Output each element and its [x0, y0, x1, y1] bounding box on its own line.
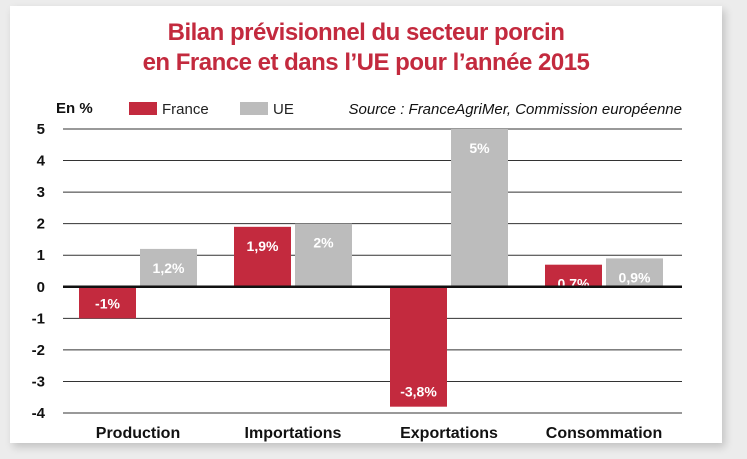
y-tick-label: -2 — [32, 342, 45, 359]
bar-france-consommation — [545, 264, 602, 287]
gridlines — [63, 128, 682, 414]
y-tick-label: -4 — [32, 405, 46, 422]
bar-france-exportations — [390, 286, 447, 407]
y-tick-label: 2 — [37, 216, 45, 233]
legend: France UE — [129, 101, 294, 118]
legend-label-ue: UE — [273, 101, 294, 118]
bar-ue-importations — [295, 223, 352, 287]
legend-label-france: France — [162, 101, 209, 118]
y-axis-ticks: 5 4 3 2 1 0 -1 -2 -3 -4 — [32, 121, 46, 422]
legend-swatch-ue — [240, 102, 268, 115]
data-labels: -1% 1,2% 1,9% 2% -3,8% 5% 0,7% 0,9% — [95, 140, 651, 400]
bar-france-importations — [234, 226, 291, 287]
y-tick-label: 0 — [37, 279, 45, 296]
chart-title-line-1: Bilan prévisionnel du secteur porcin — [167, 19, 565, 46]
x-category-label: Importations — [245, 425, 342, 442]
data-label: 0,9% — [619, 269, 651, 285]
y-tick-label: 5 — [37, 121, 45, 138]
bar-ue-consommation — [606, 258, 663, 287]
bar-ue-production — [140, 248, 197, 287]
data-label: -1% — [95, 295, 120, 311]
y-tick-label: 4 — [37, 153, 46, 170]
x-category-label: Consommation — [546, 425, 662, 442]
bars — [79, 129, 663, 407]
source-note: Source : FranceAgriMer, Commission europ… — [349, 101, 683, 118]
data-label: 2% — [313, 235, 334, 251]
data-label: 5% — [469, 140, 490, 156]
chart-title-line-2: en France et dans l’UE pour l’année 2015 — [142, 49, 590, 76]
data-label: 1,9% — [247, 238, 279, 254]
y-tick-label: 3 — [37, 184, 45, 201]
x-category-label: Production — [96, 425, 180, 442]
data-label: 0,7% — [558, 276, 590, 292]
x-category-label: Exportations — [400, 425, 498, 442]
data-label: -3,8% — [400, 384, 437, 400]
bar-ue-exportations — [451, 129, 508, 287]
x-axis-categories: Production Importations Exportations Consom… — [96, 425, 662, 442]
data-label: 1,2% — [153, 260, 185, 276]
legend-swatch-france — [129, 102, 157, 115]
y-tick-label: -1 — [32, 310, 45, 327]
y-tick-label: -3 — [32, 373, 45, 390]
y-axis-unit-label: En % — [56, 100, 93, 117]
bar-france-production — [79, 286, 136, 319]
chart-card: Bilan prévisionnel du secteur porcin en … — [10, 6, 722, 443]
chart-title: Bilan prévisionnel du secteur porcin en … — [10, 18, 722, 78]
y-tick-label: 1 — [37, 247, 45, 264]
